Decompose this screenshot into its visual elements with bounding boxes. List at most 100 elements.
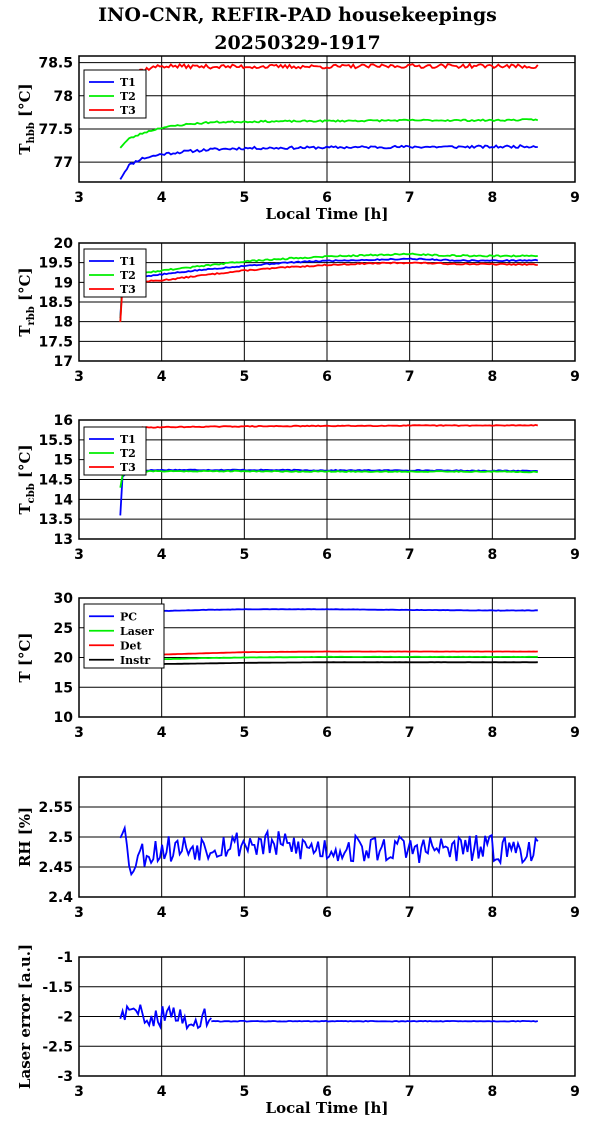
y-tick-label: 19 <box>54 275 73 291</box>
series-line-t1 <box>119 468 538 516</box>
x-tick-label: 5 <box>239 1084 249 1100</box>
chart-title-line2: 20250329-1917 <box>214 32 381 54</box>
series-line-pc <box>120 608 538 614</box>
x-tick-label: 4 <box>157 547 167 563</box>
y-tick-label: 77.5 <box>38 122 73 138</box>
x-tick-label: 3 <box>74 725 84 741</box>
series-line-t1 <box>119 257 539 319</box>
x-axis-label: Local Time [h] <box>266 1099 389 1117</box>
y-tick-label: 2.45 <box>38 860 73 876</box>
y-axis-label: Laser error [a.u.] <box>16 944 34 1089</box>
series-line-t2 <box>119 118 539 149</box>
x-tick-label: 3 <box>74 190 84 206</box>
legend-label-t3: T3 <box>120 283 136 296</box>
y-tick-label: 30 <box>54 591 74 607</box>
y-tick-label: -2 <box>57 1010 73 1026</box>
series-line-t2 <box>119 252 538 323</box>
series-line-det <box>120 650 538 657</box>
y-tick-label: -1 <box>57 950 73 966</box>
x-tick-label: 6 <box>322 547 332 563</box>
series-line-t3 <box>119 62 539 78</box>
legend-label-t1: T1 <box>120 255 136 268</box>
y-tick-label: 78.5 <box>38 56 73 72</box>
x-tick-label: 7 <box>405 369 415 385</box>
y-tick-label: 2.5 <box>48 830 73 846</box>
plot-frame <box>78 419 576 540</box>
y-tick-label: 19.5 <box>38 256 73 272</box>
y-axis-label: RH [%] <box>16 807 34 867</box>
y-tick-label: 2.55 <box>38 800 73 816</box>
x-tick-label: 3 <box>74 905 84 921</box>
chart-title-line1: INO-CNR, REFIR-PAD housekeepings <box>98 4 497 26</box>
x-tick-label: 7 <box>405 905 415 921</box>
x-tick-label: 4 <box>157 905 167 921</box>
y-tick-label: 16 <box>54 413 73 429</box>
y-tick-label: 18 <box>54 315 73 331</box>
legend-box <box>83 603 165 669</box>
y-tick-label: 14.5 <box>38 473 73 489</box>
x-tick-label: 9 <box>570 547 580 563</box>
series-line-instr <box>120 661 538 667</box>
x-tick-label: 7 <box>405 1084 415 1100</box>
legend-label-laser: Laser <box>120 625 154 638</box>
series-line-s0 <box>119 824 539 877</box>
series-line-t2 <box>119 469 538 488</box>
y-axis-label: Tcbb [°C] <box>16 444 37 514</box>
y-tick-label: 10 <box>54 710 74 726</box>
x-axis-label: Local Time [h] <box>266 205 389 223</box>
x-tick-label: 5 <box>239 190 249 206</box>
legend-label-t2: T2 <box>120 269 136 282</box>
x-tick-label: 7 <box>405 190 415 206</box>
y-axis-label: Trbb [°C] <box>16 267 37 336</box>
y-axis-label: T [°C] <box>16 632 34 682</box>
x-tick-label: 8 <box>487 905 497 921</box>
y-tick-label: 17.5 <box>38 334 73 350</box>
x-tick-label: 7 <box>405 547 415 563</box>
y-tick-label: 20 <box>54 236 74 252</box>
plot-frame <box>78 956 576 1077</box>
y-tick-label: 17 <box>54 354 73 370</box>
legend-label-t1: T1 <box>120 433 136 446</box>
x-tick-label: 6 <box>322 725 332 741</box>
x-tick-label: 4 <box>157 725 167 741</box>
x-tick-label: 4 <box>157 1084 167 1100</box>
y-tick-label: 25 <box>54 621 73 637</box>
y-tick-label: 15 <box>54 680 73 696</box>
x-tick-label: 5 <box>239 725 249 741</box>
series-line-t1 <box>119 143 538 180</box>
x-tick-label: 5 <box>239 905 249 921</box>
x-tick-label: 6 <box>322 1084 332 1100</box>
panel-rbb: 3 4 5 6 7 8 9 17 17.5 18 18.5 19 19.5 20 Trbb [°C] T1T2… <box>16 236 580 385</box>
legend-label-det: Det <box>120 639 143 652</box>
y-axis-label: Thbb [°C] <box>16 83 37 154</box>
series-line-s1 <box>211 1019 539 1023</box>
y-tick-label: 20 <box>54 651 74 667</box>
series-line-t3 <box>119 261 538 323</box>
x-tick-label: 6 <box>322 905 332 921</box>
plot-frame <box>78 242 576 362</box>
x-tick-label: 7 <box>405 725 415 741</box>
legend-label-t1: T1 <box>120 76 136 89</box>
y-tick-label: -3 <box>57 1069 73 1085</box>
x-tick-label: 3 <box>74 547 84 563</box>
y-tick-label: -2.5 <box>42 1039 73 1055</box>
plot-frame <box>78 55 576 183</box>
x-tick-label: 9 <box>570 725 580 741</box>
y-tick-label: 2.4 <box>48 890 73 906</box>
legend-label-t2: T2 <box>120 90 136 103</box>
legend-label-t3: T3 <box>120 104 136 117</box>
x-tick-label: 8 <box>487 190 497 206</box>
y-tick-label: 13.5 <box>38 512 73 528</box>
y-tick-label: -1.5 <box>42 980 73 996</box>
y-tick-label: 14 <box>54 492 74 508</box>
x-tick-label: 5 <box>239 369 249 385</box>
y-tick-label: 78 <box>54 89 73 105</box>
panel-laser: 3 4 5 6 7 8 9 -3 -2.5 -2 -1.5 -1 Local Time [h] Laser… <box>16 944 580 1117</box>
